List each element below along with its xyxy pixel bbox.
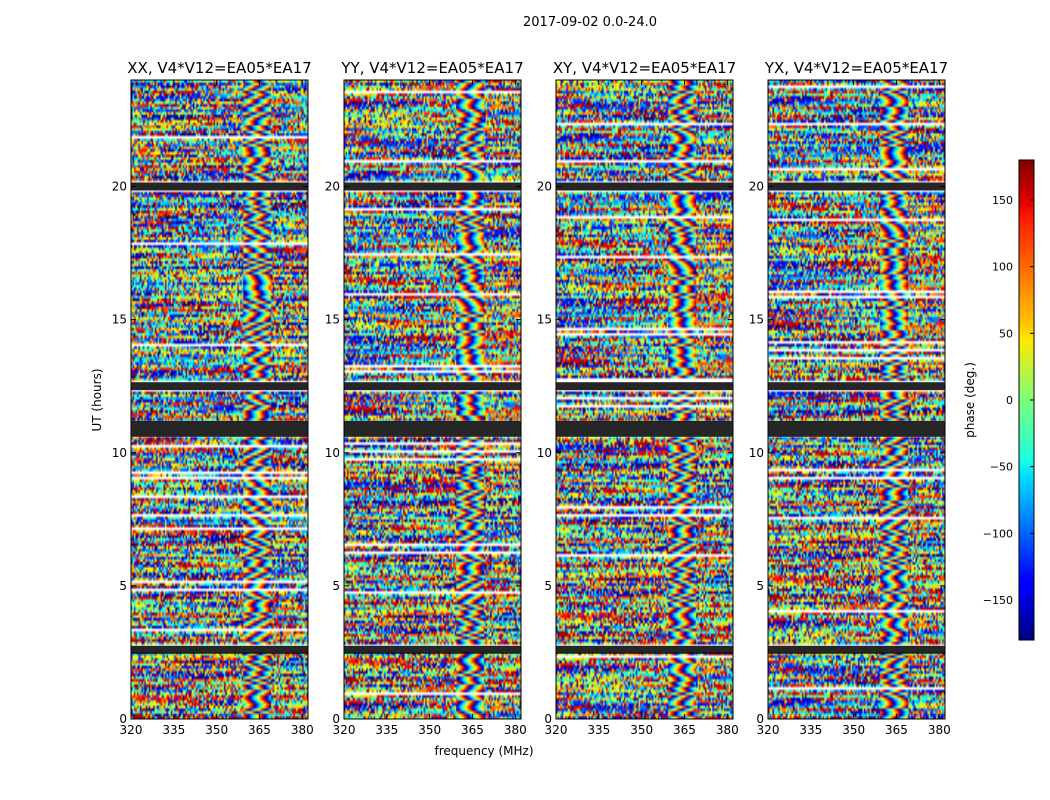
y-tick-label: 0 (332, 712, 340, 726)
x-tick-label: 335 (375, 723, 398, 737)
x-tick-label: 320 (757, 723, 780, 737)
flagged-band (556, 382, 733, 391)
x-tick-label: 380 (716, 723, 739, 737)
x-tick-label: 335 (587, 723, 610, 737)
x-tick-label: 365 (248, 723, 271, 737)
flagged-band (344, 645, 521, 654)
flagged-band (768, 420, 945, 437)
flagged-band (556, 182, 733, 191)
flagged-band (556, 645, 733, 654)
x-tick-label: 350 (842, 723, 865, 737)
x-tick-label: 365 (461, 723, 484, 737)
y-tick-label: 20 (325, 180, 340, 194)
flagged-band (344, 420, 521, 437)
colorbar-tick-label: 100 (992, 261, 1013, 274)
panel-xx: XX, V4*V12=EA05*EA17 320 335 350 365 380 0 5 10 1… (112, 59, 314, 737)
x-tick-label: 320 (545, 723, 568, 737)
panel-xy: XY, V4*V12=EA05*EA17 320 335 350 365 380 0 5 10 1… (537, 59, 739, 737)
figure-title: 2017-09-02 0.0-24.0 (523, 15, 657, 30)
x-tick-label: 380 (504, 723, 527, 737)
x-tick-label: 335 (799, 723, 822, 737)
x-tick-label: 350 (205, 723, 228, 737)
flagged-band (131, 382, 308, 391)
panel-title: YY, V4*V12=EA05*EA17 (340, 59, 523, 77)
x-tick-label: 380 (928, 723, 951, 737)
panel-frame (555, 79, 734, 720)
flagged-band (131, 182, 308, 191)
flagged-band (768, 182, 945, 191)
x-tick-label: 380 (291, 723, 314, 737)
y-tick-label: 15 (325, 313, 340, 327)
colorbar-ticks: −150 −100 −50 0 50 100 150 (983, 194, 1034, 607)
y-tick-label: 5 (119, 579, 127, 593)
flagged-band (131, 420, 308, 437)
x-tick-label: 320 (333, 723, 356, 737)
y-tick-label: 20 (749, 180, 764, 194)
y-tick-label: 0 (119, 712, 127, 726)
flagged-band (768, 645, 945, 654)
y-tick-label: 10 (749, 446, 764, 460)
y-tick-label: 10 (325, 446, 340, 460)
colorbar-tick-label: 50 (999, 327, 1013, 340)
flagged-band (344, 182, 521, 191)
colorbar-tick-label: −150 (983, 594, 1013, 607)
colorbar-label: phase (deg.) (963, 362, 977, 438)
panel-frame (767, 79, 946, 720)
panel-title: YX, V4*V12=EA05*EA17 (764, 59, 948, 77)
panel-yy: YY, V4*V12=EA05*EA17 320 335 350 365 380 0 5 10 1… (325, 59, 527, 737)
flagged-band (768, 382, 945, 391)
x-tick-label: 350 (630, 723, 653, 737)
x-tick-label: 365 (885, 723, 908, 737)
x-tick-label: 350 (418, 723, 441, 737)
y-tick-label: 15 (112, 313, 127, 327)
panel-frame (130, 79, 309, 720)
flagged-band (344, 382, 521, 391)
phase-image (344, 80, 521, 719)
phase-image (131, 80, 308, 719)
x-tick-label: 320 (120, 723, 143, 737)
panel-title: XY, V4*V12=EA05*EA17 (553, 59, 736, 77)
y-tick-label: 15 (537, 313, 552, 327)
y-tick-label: 5 (544, 579, 552, 593)
colorbar: −150 −100 −50 0 50 100 150 phase (deg.) (963, 159, 1035, 641)
y-tick-label: 0 (544, 712, 552, 726)
phase-image (768, 80, 945, 719)
colorbar-tick-label: 0 (1006, 394, 1013, 407)
x-tick-label: 335 (162, 723, 185, 737)
panel-title: XX, V4*V12=EA05*EA17 (127, 59, 311, 77)
colorbar-tick-label: 150 (992, 194, 1013, 207)
y-axis-label: UT (hours) (90, 368, 104, 431)
panels: XX, V4*V12=EA05*EA17 320 335 350 365 380 0 5 10 1… (112, 59, 951, 737)
x-axis-label: frequency (MHz) (434, 744, 533, 758)
y-tick-label: 5 (332, 579, 340, 593)
y-tick-label: 5 (756, 579, 764, 593)
colorbar-tick-label: −50 (990, 461, 1013, 474)
panel-frame (343, 79, 522, 720)
y-tick-label: 15 (749, 313, 764, 327)
y-tick-label: 10 (537, 446, 552, 460)
y-tick-label: 20 (112, 180, 127, 194)
y-tick-label: 20 (537, 180, 552, 194)
x-tick-label: 365 (673, 723, 696, 737)
y-tick-label: 0 (756, 712, 764, 726)
flagged-band (131, 645, 308, 654)
phase-image (556, 80, 733, 719)
y-tick-label: 10 (112, 446, 127, 460)
flagged-band (556, 420, 733, 437)
panel-yx: YX, V4*V12=EA05*EA17 320 335 350 365 380 0 5 10 1… (749, 59, 951, 737)
colorbar-tick-label: −100 (983, 527, 1013, 540)
